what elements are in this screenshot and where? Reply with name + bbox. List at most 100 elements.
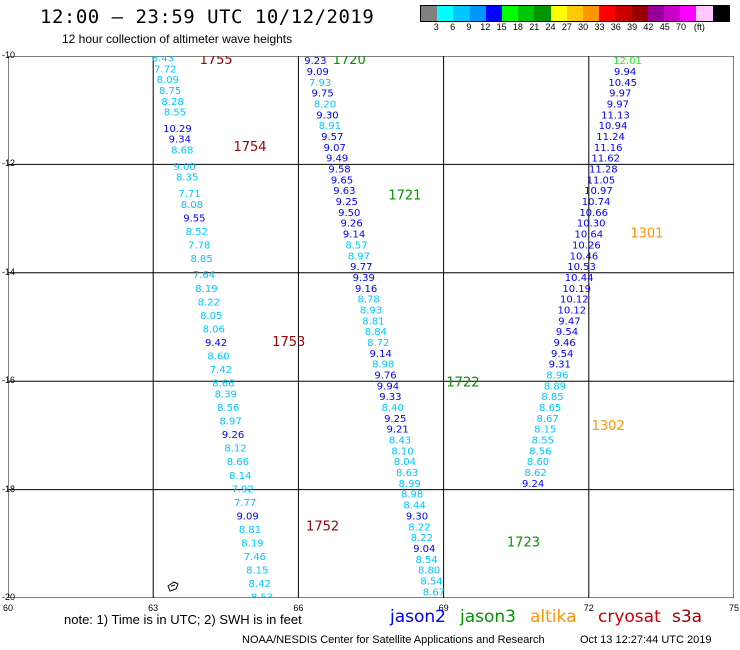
colorbar-cell bbox=[664, 6, 681, 21]
note-text: note: 1) Time is in UTC; 2) SWH is in fe… bbox=[64, 612, 302, 627]
wave-height-value: 10.26 bbox=[572, 240, 601, 251]
wave-height-value: 8.97 bbox=[348, 251, 370, 262]
wave-height-value: 7.64 bbox=[193, 270, 215, 281]
wave-height-value: 8.85 bbox=[541, 392, 563, 403]
wave-height-value: 8.78 bbox=[357, 295, 379, 306]
colorbar-tick-label: 33 bbox=[594, 22, 605, 32]
wave-height-value: 8.91 bbox=[319, 121, 341, 132]
colorbar-cell bbox=[437, 6, 454, 21]
wave-height-value: 10.53 bbox=[567, 262, 596, 273]
time-labels-layer: 1755 1754 1753 1752 17191720 1721 1722 1723 1300… bbox=[200, 56, 705, 551]
wave-height-value: 8.12 bbox=[224, 444, 246, 455]
footer-timestamp: Oct 13 12:27:44 UTC 2019 bbox=[580, 634, 712, 646]
colorbar-cell bbox=[502, 6, 519, 21]
colorbar-tick-label: 18 bbox=[512, 22, 523, 32]
colorbar-cell bbox=[712, 6, 729, 21]
wave-height-value: 8.85 bbox=[190, 254, 212, 265]
colorbar-cell bbox=[518, 6, 535, 21]
wave-height-value: 7.92 bbox=[232, 484, 254, 495]
x-axis-label: 63 bbox=[148, 603, 159, 613]
wave-height-value: 8.93 bbox=[360, 305, 382, 316]
wave-height-value: 8.54 bbox=[416, 555, 438, 566]
wave-height-value: 9.54 bbox=[551, 349, 573, 360]
wave-height-value: 9.34 bbox=[169, 135, 191, 146]
wave-height-value: 9.23 bbox=[304, 56, 326, 67]
pass-time-label: 1754 bbox=[233, 140, 266, 155]
colorbar-cell bbox=[453, 6, 470, 21]
wave-height-value: 9.26 bbox=[341, 219, 363, 230]
wave-height-value: 10.12 bbox=[560, 295, 589, 306]
pass-time-label: 1755 bbox=[200, 56, 233, 68]
colorbar-tick-label: 39 bbox=[627, 22, 638, 32]
wave-height-value: 8.43 bbox=[389, 436, 411, 447]
wave-height-value: 8.35 bbox=[176, 173, 198, 184]
wave-height-value: 8.80 bbox=[418, 566, 440, 577]
wave-height-value: 7.42 bbox=[210, 365, 232, 376]
wave-height-value: 10.12 bbox=[558, 305, 587, 316]
pass-time-label: 1722 bbox=[446, 376, 479, 391]
colorbar-tick-label: 24 bbox=[545, 22, 556, 32]
pass-time-label: 1720 bbox=[333, 56, 366, 68]
legend-item-s3a: s3a bbox=[672, 607, 703, 627]
wave-height-value: 7.46 bbox=[244, 552, 266, 563]
footer-credit: NOAA/NESDIS Center for Satellite Applica… bbox=[242, 634, 545, 646]
wave-height-value: 9.30 bbox=[406, 511, 428, 522]
wave-height-value: 8.52 bbox=[186, 227, 208, 238]
wave-height-value: 8.55 bbox=[164, 108, 186, 119]
x-axis-label: 72 bbox=[583, 603, 594, 613]
wave-height-value: 9.94 bbox=[614, 67, 636, 78]
wave-height-value: 9.76 bbox=[374, 370, 396, 381]
wave-height-value: 8.65 bbox=[539, 403, 561, 414]
wave-height-value: 9.54 bbox=[556, 327, 578, 338]
wave-height-value: 9.57 bbox=[321, 132, 343, 143]
wave-height-value: 8.56 bbox=[529, 446, 551, 457]
pass-time-label: 1723 bbox=[507, 536, 540, 551]
colorbar-cell bbox=[615, 6, 632, 21]
colorbar-cell bbox=[550, 6, 567, 21]
wave-height-value: 8.08 bbox=[181, 200, 203, 211]
wave-height-value: 8.19 bbox=[241, 539, 263, 550]
colorbar-tick-label: 36 bbox=[610, 22, 621, 32]
wave-height-value: 9.09 bbox=[307, 67, 329, 78]
wave-height-value: 8.81 bbox=[362, 316, 384, 327]
wave-height-value: 8.10 bbox=[391, 446, 413, 457]
wave-height-value: 8.54 bbox=[420, 576, 442, 587]
y-axis-label: -14 bbox=[2, 266, 16, 277]
y-axis-label: -18 bbox=[2, 483, 16, 494]
wave-height-value: 8.14 bbox=[229, 471, 251, 482]
wave-height-value: 8.98 bbox=[372, 360, 394, 371]
wave-height-value: 9.14 bbox=[370, 349, 392, 360]
wave-height-value: 8.44 bbox=[403, 501, 425, 512]
colorbar-cell bbox=[469, 6, 486, 21]
wave-height-value: 8.98 bbox=[401, 490, 423, 501]
wave-height-value: 7.93 bbox=[309, 78, 331, 89]
colorbar-tick-label: 6 bbox=[450, 22, 456, 32]
wave-height-value: 9.97 bbox=[607, 99, 629, 110]
pass-time-label: 1300 bbox=[671, 56, 704, 57]
page-subtitle: 12 hour collection of altimeter wave hei… bbox=[62, 32, 293, 46]
wave-height-value: 10.66 bbox=[579, 208, 608, 219]
colorbar-cell bbox=[421, 6, 438, 21]
wave-height-value: 9.16 bbox=[355, 284, 377, 295]
x-axis-label: 69 bbox=[438, 603, 449, 613]
wave-height-value: 9.14 bbox=[343, 230, 365, 241]
colorbar-cell bbox=[696, 6, 713, 21]
island-icon bbox=[167, 581, 179, 592]
wave-height-value: 8.57 bbox=[345, 240, 367, 251]
wave-height-value: 8.28 bbox=[161, 97, 183, 108]
wave-height-value: 9.25 bbox=[384, 414, 406, 425]
colorbar-tick-label: (ft) bbox=[693, 22, 705, 32]
wave-height-value: 9.46 bbox=[553, 338, 575, 349]
wave-height-value: 8.42 bbox=[249, 579, 271, 590]
wave-height-value: 9.50 bbox=[338, 208, 360, 219]
colorbar-cell bbox=[566, 6, 584, 21]
wave-height-value: 10.45 bbox=[608, 78, 637, 89]
wave-height-value: 9.55 bbox=[183, 213, 205, 224]
pass-time-label: 1302 bbox=[592, 419, 625, 434]
wave-height-value: 9.24 bbox=[522, 479, 544, 490]
wave-height-value: 8.40 bbox=[382, 403, 404, 414]
wave-height-value: 7.78 bbox=[188, 240, 210, 251]
pass-time-label: 1301 bbox=[630, 227, 663, 242]
page-title: 12:00 – 23:59 UTC 10/12/2019 bbox=[40, 6, 375, 28]
wave-height-value: 9.77 bbox=[350, 262, 372, 273]
